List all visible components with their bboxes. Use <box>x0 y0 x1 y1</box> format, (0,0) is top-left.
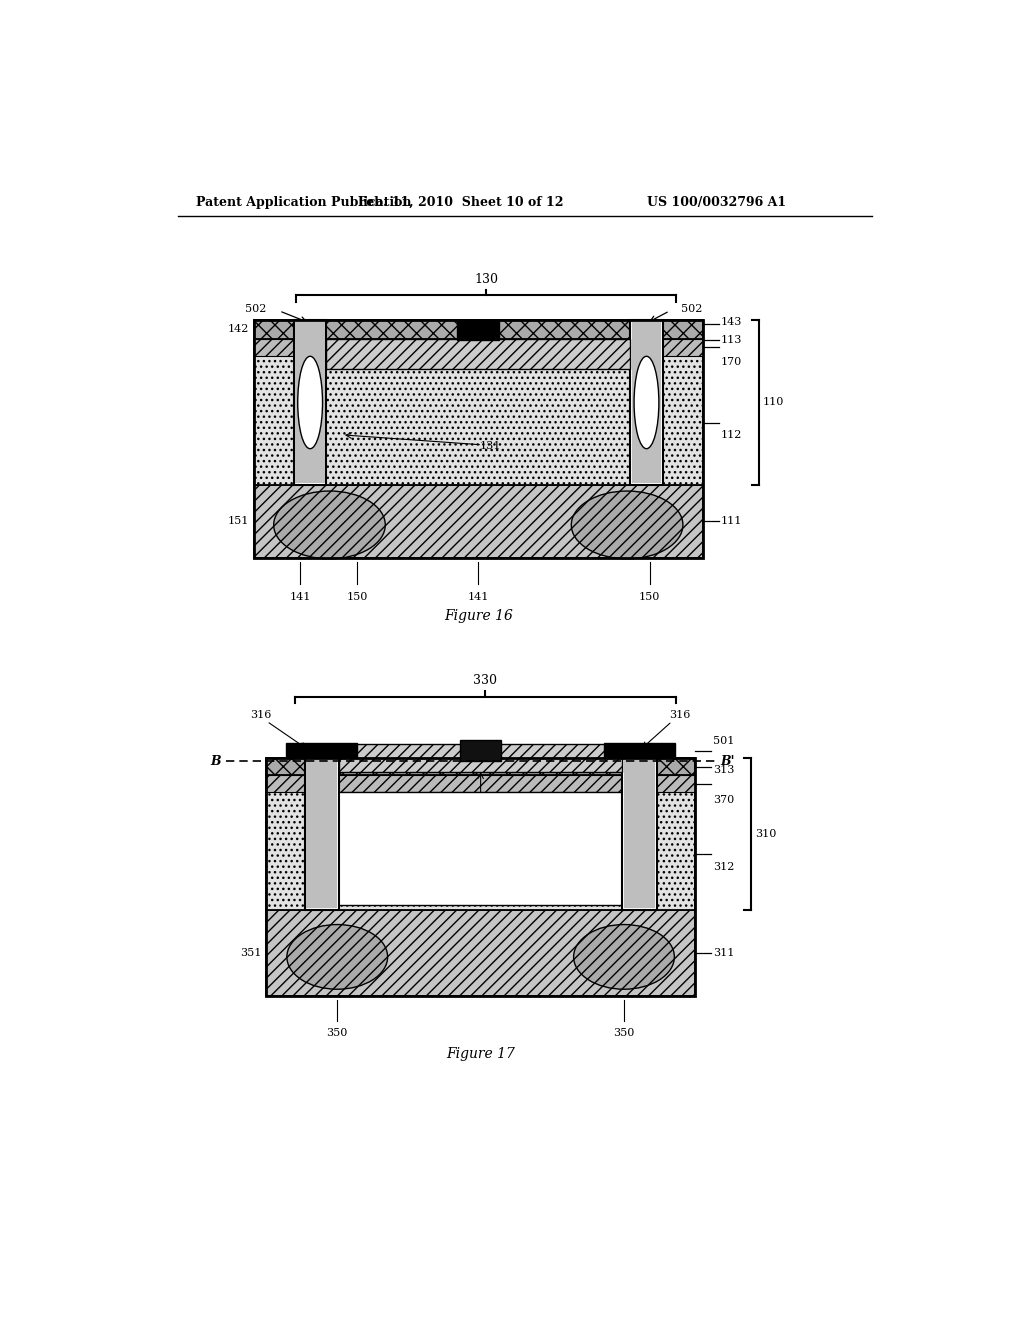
Bar <box>295 322 325 483</box>
Bar <box>339 744 623 772</box>
Text: 111: 111 <box>721 516 742 527</box>
Text: 350: 350 <box>613 1028 635 1039</box>
Text: 350: 350 <box>327 1028 348 1039</box>
Text: 502: 502 <box>681 304 702 314</box>
Bar <box>623 758 656 909</box>
Text: 130: 130 <box>474 273 498 286</box>
Bar <box>624 760 655 908</box>
Text: US 100/0032796 A1: US 100/0032796 A1 <box>647 195 786 209</box>
Bar <box>266 909 695 997</box>
Bar <box>266 758 695 997</box>
Bar <box>306 760 337 908</box>
Text: Figure 17: Figure 17 <box>446 1047 515 1061</box>
Text: 170: 170 <box>721 356 742 367</box>
Text: 143: 143 <box>721 317 742 327</box>
Bar <box>254 339 703 355</box>
Text: 141: 141 <box>468 591 489 602</box>
Bar <box>266 758 695 775</box>
Bar <box>632 322 662 483</box>
Bar <box>254 339 703 484</box>
Text: 141: 141 <box>290 591 310 602</box>
Bar <box>294 321 327 484</box>
Text: 312: 312 <box>713 862 734 871</box>
Text: Figure 16: Figure 16 <box>443 609 513 623</box>
Text: 131: 131 <box>479 441 501 451</box>
Bar <box>254 321 703 339</box>
Text: 150: 150 <box>347 591 368 602</box>
Bar <box>604 743 675 758</box>
Text: B': B' <box>720 755 734 768</box>
Bar <box>458 321 500 341</box>
Bar <box>337 792 624 906</box>
Text: 112: 112 <box>721 430 742 440</box>
Ellipse shape <box>298 356 323 449</box>
Text: 113: 113 <box>721 335 742 345</box>
Ellipse shape <box>287 924 388 989</box>
Text: 351: 351 <box>240 948 261 958</box>
Text: 110: 110 <box>763 397 784 408</box>
Bar <box>305 758 339 909</box>
Ellipse shape <box>634 356 658 449</box>
Text: 501: 501 <box>713 737 734 746</box>
Bar <box>286 743 357 758</box>
Text: 310: 310 <box>755 829 776 838</box>
Ellipse shape <box>273 491 385 558</box>
Text: 151: 151 <box>227 516 249 527</box>
Text: 502: 502 <box>245 304 266 314</box>
Text: 316: 316 <box>251 710 272 721</box>
Text: 313: 313 <box>713 764 734 775</box>
Text: 311: 311 <box>713 948 734 958</box>
Text: 142: 142 <box>227 325 249 334</box>
Bar <box>327 339 630 370</box>
Bar <box>254 321 703 558</box>
Text: Feb. 11, 2010  Sheet 10 of 12: Feb. 11, 2010 Sheet 10 of 12 <box>358 195 564 209</box>
Text: 331: 331 <box>470 797 492 808</box>
Text: 316: 316 <box>669 710 690 721</box>
Text: 380: 380 <box>469 842 493 855</box>
Bar <box>266 775 695 909</box>
Text: Patent Application Publication: Patent Application Publication <box>197 195 412 209</box>
Text: 330: 330 <box>473 675 498 688</box>
Text: B: B <box>210 755 221 768</box>
Bar <box>630 321 663 484</box>
Bar <box>266 775 695 792</box>
Bar <box>461 739 501 762</box>
Text: 370: 370 <box>713 795 734 805</box>
Bar <box>254 484 703 558</box>
Ellipse shape <box>571 491 683 558</box>
Text: 150: 150 <box>639 591 660 602</box>
Ellipse shape <box>573 924 675 989</box>
